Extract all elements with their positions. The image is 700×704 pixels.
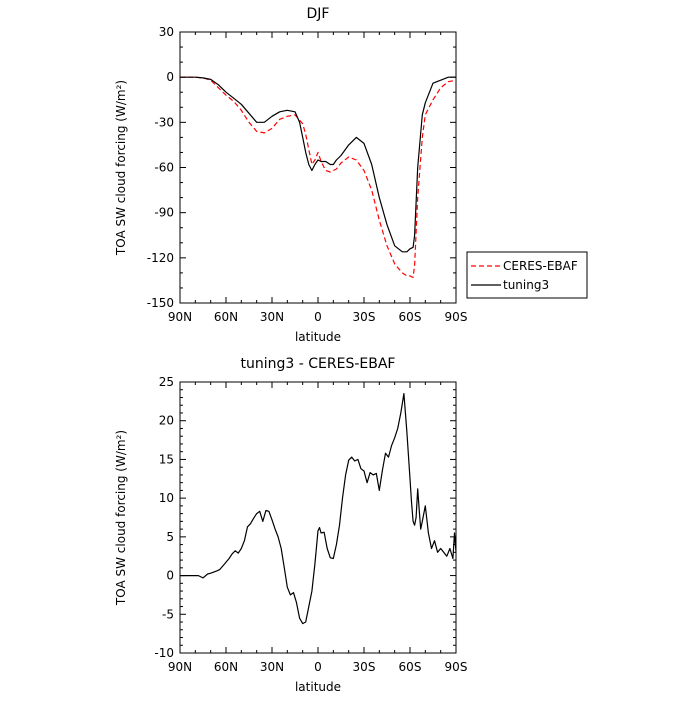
series-line-tuning3 bbox=[180, 76, 456, 253]
x-tick-label: 30S bbox=[353, 310, 376, 324]
x-tick-label: 30S bbox=[353, 660, 376, 674]
x-tick-label: 60N bbox=[214, 660, 238, 674]
y-tick-label: -10 bbox=[154, 646, 174, 660]
y-tick-label: 5 bbox=[166, 530, 174, 544]
chart-title: DJF bbox=[307, 6, 330, 22]
y-tick-label: 15 bbox=[159, 452, 174, 466]
y-tick-label: -60 bbox=[154, 161, 174, 175]
series-line-ceres-ebaf bbox=[180, 76, 456, 278]
plot-frame bbox=[179, 381, 457, 654]
y-tick-label: 25 bbox=[159, 375, 174, 389]
y-tick-label: -150 bbox=[147, 296, 174, 310]
x-tick-label: 60S bbox=[399, 310, 422, 324]
y-axis-label: TOA SW cloud forcing (W/m²) bbox=[114, 430, 128, 606]
legend-label: CERES-EBAF bbox=[503, 259, 578, 273]
legend-label: tuning3 bbox=[503, 278, 549, 292]
y-tick-label: 0 bbox=[166, 70, 174, 84]
bottom-panel-difference: tuning3 - CERES-EBAF 90N 60N 30N 0 30S 60S 90S 2… bbox=[114, 356, 467, 694]
x-tick-label: 30N bbox=[260, 310, 284, 324]
y-tick-label: 20 bbox=[159, 414, 174, 428]
y-axis-label: TOA SW cloud forcing (W/m²) bbox=[114, 80, 128, 256]
x-tick-label: 60N bbox=[214, 310, 238, 324]
x-tick-label: 90S bbox=[445, 310, 468, 324]
top-panel-djf: DJF 90N 60N 30N 0 30S 60S 90S 30 0 -30 -60 -90 -120 -1… bbox=[114, 6, 588, 344]
x-tick-label: 90N bbox=[168, 310, 192, 324]
x-axis-label: latitude bbox=[295, 680, 341, 694]
x-tick-label: 0 bbox=[314, 660, 322, 674]
x-tick-label: 0 bbox=[314, 310, 322, 324]
y-tick-label: -90 bbox=[154, 206, 174, 220]
y-tick-label: -30 bbox=[154, 115, 174, 129]
x-tick-label: 90N bbox=[168, 660, 192, 674]
y-tick-label: -5 bbox=[162, 607, 174, 621]
chart-title: tuning3 - CERES-EBAF bbox=[241, 356, 396, 372]
legend: CERES-EBAF tuning3 bbox=[466, 251, 588, 299]
y-tick-label: 30 bbox=[159, 25, 174, 39]
x-axis-label: latitude bbox=[295, 330, 341, 344]
y-tick-label: 0 bbox=[166, 569, 174, 583]
y-tick-label: 10 bbox=[159, 491, 174, 505]
x-tick-label: 60S bbox=[399, 660, 422, 674]
x-tick-label: 30N bbox=[260, 660, 284, 674]
x-tick-label: 90S bbox=[445, 660, 468, 674]
y-tick-label: -120 bbox=[147, 251, 174, 265]
legend-box bbox=[466, 251, 588, 299]
difference-series-line bbox=[180, 393, 456, 625]
